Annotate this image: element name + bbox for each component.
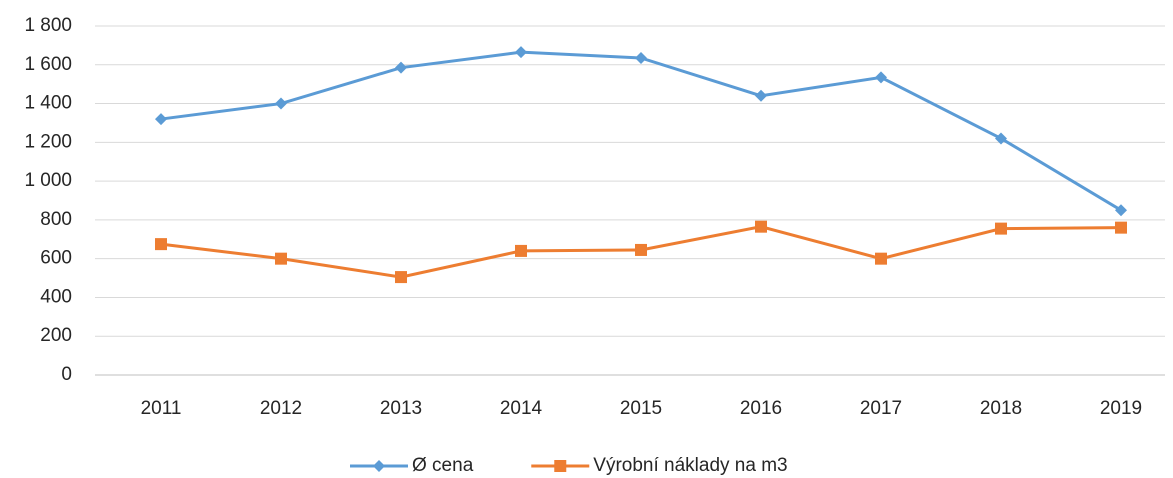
point: [515, 46, 527, 59]
y-tick-label: 1 000: [24, 170, 72, 191]
point: [875, 252, 887, 265]
x-tick-label: 2013: [380, 398, 422, 419]
y-tick-label: 400: [40, 286, 72, 307]
point: [995, 132, 1007, 145]
series-line: [160, 50, 1122, 212]
point: [755, 220, 767, 233]
x-tick-label: 2019: [1100, 398, 1142, 419]
point: [995, 222, 1007, 235]
point: [395, 61, 407, 74]
x-tick-label: 2017: [860, 398, 902, 419]
point: [395, 271, 407, 284]
legend-marker: [554, 460, 567, 472]
point: [875, 71, 887, 84]
point: [515, 244, 527, 257]
x-tick-label: 2012: [260, 398, 302, 419]
x-tick-label: 2016: [740, 398, 782, 419]
x-tick-label: 2015: [620, 398, 662, 419]
legend-label: Výrobní náklady na m3: [593, 455, 787, 476]
point: [155, 113, 167, 126]
y-tick-label: 200: [40, 325, 72, 346]
y-tick-label: 1 800: [24, 15, 72, 36]
y-tick-label: 1 400: [24, 93, 72, 114]
x-tick-label: 2014: [500, 398, 543, 419]
legend-label: Ø cena: [412, 455, 474, 476]
x-tick-label: 2011: [141, 398, 182, 419]
point: [275, 97, 287, 110]
x-tick-label: 2018: [980, 398, 1022, 419]
y-tick-label: 800: [40, 209, 72, 230]
point: [155, 238, 167, 251]
point: [1115, 204, 1127, 217]
point: [635, 243, 647, 256]
point: [755, 89, 767, 102]
point: [635, 51, 647, 64]
y-tick-label: 0: [61, 364, 72, 385]
y-tick-label: 1 600: [24, 54, 72, 75]
point: [1115, 221, 1127, 234]
point: [275, 252, 287, 265]
y-tick-label: 600: [40, 248, 72, 269]
legend-marker: [373, 460, 385, 472]
y-tick-label: 1 200: [24, 131, 72, 152]
